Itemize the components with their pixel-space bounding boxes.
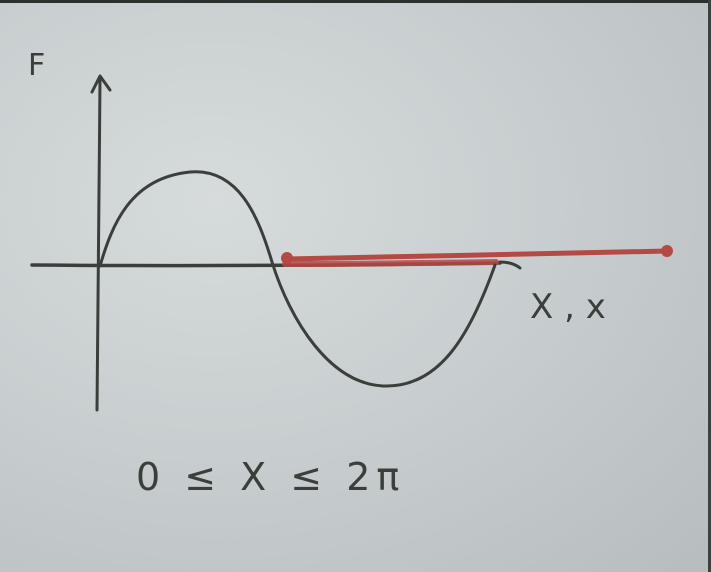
red-overdraw-segment bbox=[282, 259, 499, 267]
red-horizontal-line bbox=[284, 248, 671, 262]
horizontal-axis-label: X , x bbox=[530, 287, 606, 327]
sine-curve bbox=[98, 170, 497, 388]
vertical-axis-label: F bbox=[28, 48, 45, 83]
photo-dark-edge-top bbox=[0, 0, 711, 3]
vertical-axis bbox=[95, 76, 102, 412]
domain-caption: 0 ≤ X ≤ 2π bbox=[136, 455, 405, 499]
red-line-start-dot bbox=[281, 252, 293, 264]
horizontal-axis-end-hook bbox=[498, 260, 522, 270]
photo-dark-edge-right bbox=[708, 0, 711, 572]
vertical-axis-arrowhead bbox=[90, 74, 112, 94]
red-line-end-dot bbox=[661, 245, 673, 257]
